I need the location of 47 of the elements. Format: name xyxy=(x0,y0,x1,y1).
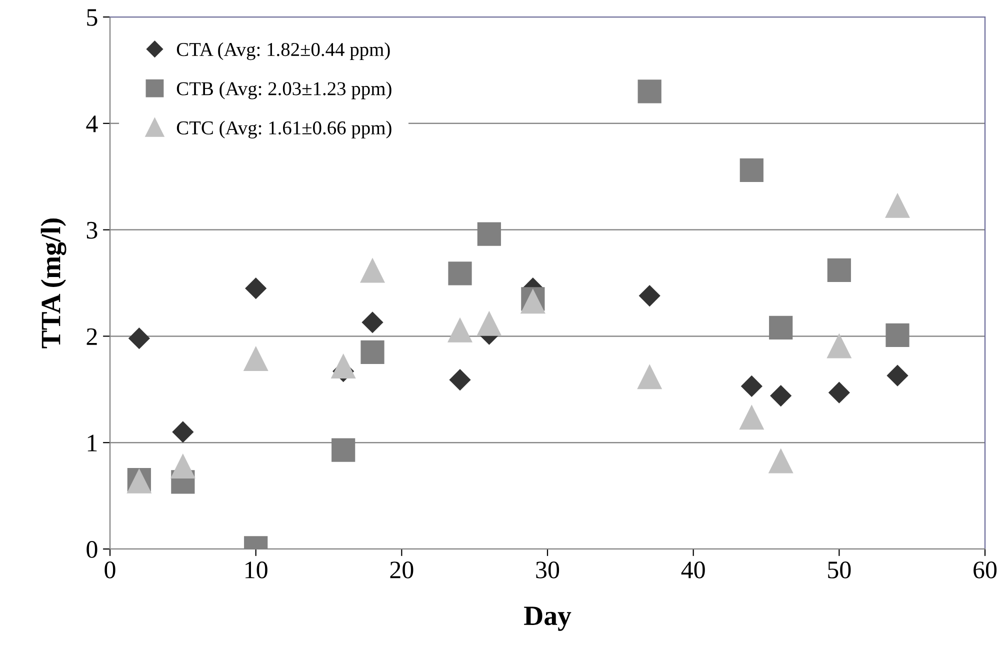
y-tick-label: 0 xyxy=(86,541,98,558)
point xyxy=(740,375,762,398)
x-tick-label: 30 xyxy=(536,562,560,578)
point xyxy=(360,340,384,364)
x-tick-label: 40 xyxy=(681,562,705,578)
point xyxy=(476,310,502,336)
point xyxy=(637,364,662,390)
point xyxy=(448,262,472,286)
point xyxy=(172,421,194,443)
y-axis-title: TTA (mg/l) xyxy=(40,218,66,348)
point xyxy=(245,278,267,300)
point xyxy=(449,369,471,391)
point xyxy=(740,158,764,182)
y-tick-label: 5 xyxy=(87,9,98,26)
x-tick-label: 50 xyxy=(828,562,851,578)
x-axis-title: Day xyxy=(524,606,572,631)
point xyxy=(768,448,794,474)
point xyxy=(362,312,384,334)
x-tick-label: 0 xyxy=(104,562,116,578)
x-tick-label: 10 xyxy=(246,562,268,578)
point xyxy=(886,323,910,347)
point xyxy=(332,438,356,462)
point xyxy=(243,346,268,372)
y-tick-label: 2 xyxy=(86,328,97,345)
point xyxy=(828,382,850,404)
x-tick-label: 60 xyxy=(974,562,997,578)
point xyxy=(769,316,793,340)
x-tick-label: 20 xyxy=(390,562,414,578)
point xyxy=(170,454,196,479)
point xyxy=(885,192,910,218)
legend-label: CTB (Avg: 2.03±1.23 ppm) xyxy=(176,82,392,100)
point xyxy=(638,284,660,307)
y-tick-label: 4 xyxy=(86,116,98,132)
point xyxy=(477,222,501,246)
y-tick-label: 1 xyxy=(88,434,97,452)
point xyxy=(826,333,852,358)
point xyxy=(770,384,792,407)
point xyxy=(886,364,908,386)
point xyxy=(739,404,764,430)
y-tick-label: 3 xyxy=(86,222,98,239)
legend-label: CTC (Avg: 1.61±0.66 ppm) xyxy=(176,120,392,138)
point xyxy=(827,258,851,282)
legend-label: CTA (Avg: 1.82±0.44 ppm) xyxy=(176,42,390,60)
point xyxy=(448,317,472,342)
point xyxy=(128,328,150,350)
point xyxy=(360,258,385,283)
point xyxy=(638,80,662,104)
